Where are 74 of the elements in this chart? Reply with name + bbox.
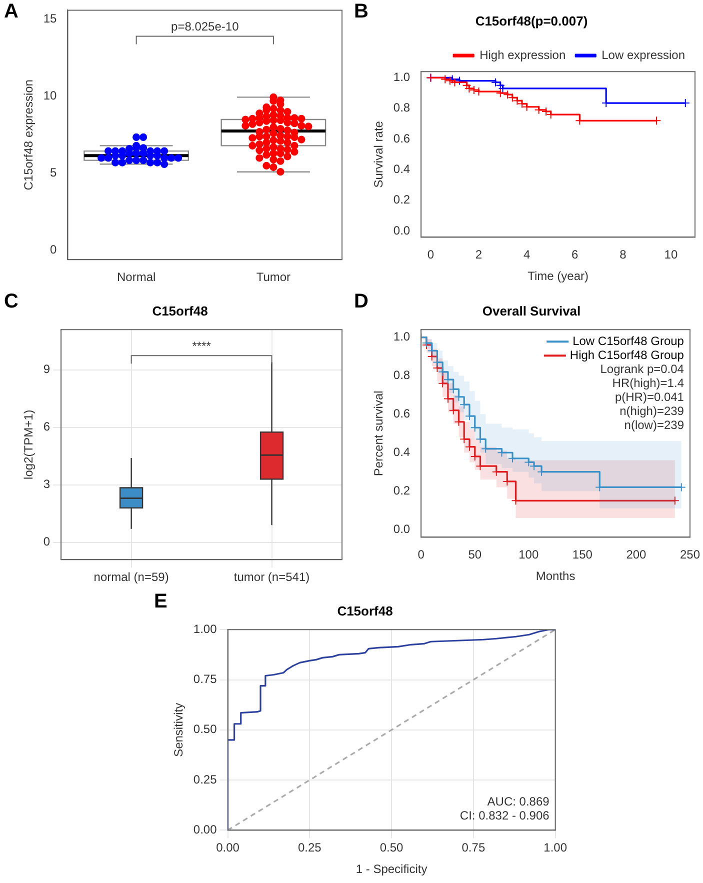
y-tick-label: 0.0	[393, 522, 410, 536]
y-tick-label: 1.0	[393, 330, 410, 344]
annotation: CI: 0.832 - 0.906	[460, 808, 550, 823]
x-tick-label: Normal	[116, 270, 156, 284]
y-tick-label: 10	[43, 88, 58, 103]
y-tick-label: 0.4	[393, 444, 410, 459]
legend-label: Low expression	[602, 48, 686, 62]
y-axis-title: C15orf48 expression	[22, 80, 36, 190]
y-tick-label: 0	[43, 534, 50, 549]
annotation: AUC: 0.869	[487, 794, 550, 809]
x-tick-label: 0	[418, 548, 425, 562]
x-tick-label: tumor (n=541)	[234, 570, 310, 584]
chart-title: C15orf48(p=0.007)	[475, 13, 588, 28]
y-tick-label: 0.0	[393, 223, 410, 238]
x-tick-label: 0.25	[298, 840, 322, 855]
y-tick-label: 15	[43, 12, 58, 26]
y-tick-label: 0.2	[393, 192, 410, 207]
y-tick-label: 6	[43, 420, 50, 434]
y-tick-label: 0.8	[393, 368, 410, 382]
x-tick-label: 10	[664, 248, 678, 262]
x-axis-title: Time (year)	[528, 269, 588, 284]
x-tick-label: 50	[468, 548, 482, 562]
legend-label: High C15orf48 Group	[570, 348, 684, 362]
annotation: n(high)=239	[620, 404, 684, 418]
x-tick-label: 250	[680, 548, 700, 562]
y-tick-label: 0.25	[193, 772, 218, 786]
y-tick-label: 1.0	[393, 70, 410, 84]
text: E	[154, 590, 168, 613]
x-tick-label: 150	[572, 548, 593, 562]
text: C	[4, 290, 18, 313]
y-tick-label: 0.50	[193, 722, 218, 736]
annotation: ****	[192, 338, 212, 353]
annotation: HR(high)=1.4	[612, 376, 684, 390]
x-tick-label: 2	[475, 248, 482, 262]
y-tick-label: 0.8	[393, 100, 410, 115]
y-tick-label: 0.00	[193, 822, 218, 837]
text: B	[354, 0, 368, 23]
y-axis-title: Survival rate	[372, 120, 386, 188]
y-axis-title: log2(TPM+1)	[22, 410, 36, 480]
y-tick-label: 0.75	[193, 672, 218, 686]
x-tick-label: 1.00	[544, 840, 568, 855]
text: A	[4, 0, 18, 23]
y-tick-label: 5	[50, 166, 58, 180]
y-tick-label: 0.2	[393, 483, 410, 498]
chart-title: Overall Survival	[482, 303, 581, 318]
y-tick-label: 0.6	[393, 131, 410, 146]
chart-title: C15orf48	[152, 303, 208, 318]
legend-label: Low C15orf48 Group	[572, 334, 684, 348]
x-tick-label: 100	[518, 548, 539, 562]
x-tick-label: 0.75	[462, 840, 486, 855]
y-tick-label: 0.4	[393, 162, 410, 176]
x-tick-label: 200	[626, 548, 647, 562]
annotation: Logrank p=0.04	[600, 362, 684, 376]
y-tick-label: 9	[43, 362, 50, 376]
x-tick-label: 0	[427, 248, 434, 262]
x-axis-title: 1 - Specificity	[356, 862, 428, 876]
y-tick-label: 1.00	[193, 622, 218, 636]
annotation: p(HR)=0.041	[614, 390, 684, 404]
text: D	[354, 290, 368, 313]
x-tick-label: 6	[572, 248, 579, 262]
x-axis-title: Months	[536, 569, 576, 584]
annotation: n(low)=239	[624, 418, 684, 432]
legend-label: High expression	[480, 48, 566, 62]
x-tick-label: 8	[620, 248, 627, 262]
y-axis-title: Percent survival	[372, 390, 386, 476]
chart-title: C15orf48	[337, 603, 393, 618]
y-axis-title: Sensitivity	[172, 702, 186, 757]
y-tick-label: 0.6	[393, 406, 410, 420]
x-tick-label: Tumor	[256, 270, 291, 284]
x-tick-label: 0.00	[216, 840, 240, 855]
y-tick-label: 3	[43, 477, 50, 492]
x-tick-label: normal (n=59)	[94, 570, 169, 584]
x-tick-label: 4	[523, 248, 530, 262]
annotation: p=8.025e-10	[171, 20, 240, 34]
